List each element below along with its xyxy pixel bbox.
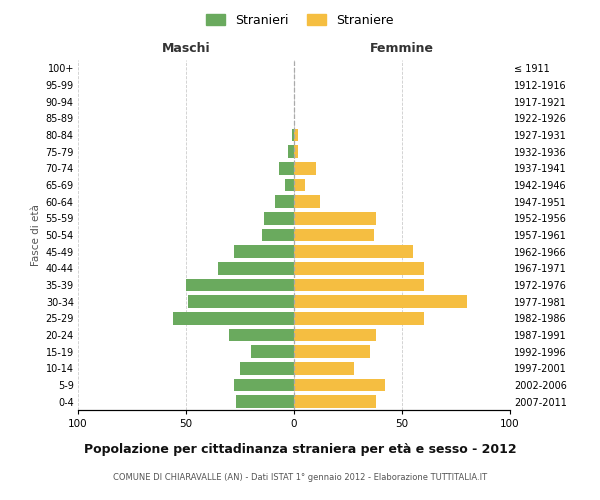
Bar: [294, 396, 376, 408]
Bar: [240, 362, 294, 374]
Bar: [294, 246, 413, 258]
Bar: [286, 179, 294, 192]
Bar: [229, 329, 294, 341]
Bar: [233, 246, 294, 258]
Bar: [279, 162, 294, 174]
Bar: [292, 129, 294, 141]
Bar: [294, 162, 316, 174]
Bar: [294, 362, 355, 374]
Text: Maschi: Maschi: [161, 42, 211, 55]
Text: Femmine: Femmine: [370, 42, 434, 55]
Bar: [262, 229, 294, 241]
Bar: [186, 279, 294, 291]
Text: COMUNE DI CHIARAVALLE (AN) - Dati ISTAT 1° gennaio 2012 - Elaborazione TUTTITALI: COMUNE DI CHIARAVALLE (AN) - Dati ISTAT …: [113, 472, 487, 482]
Bar: [294, 296, 467, 308]
Bar: [173, 312, 294, 324]
Bar: [251, 346, 294, 358]
Bar: [294, 262, 424, 274]
Legend: Stranieri, Straniere: Stranieri, Straniere: [202, 8, 398, 32]
Y-axis label: Fasce di età: Fasce di età: [31, 204, 41, 266]
Bar: [287, 146, 294, 158]
Bar: [188, 296, 294, 308]
Bar: [294, 279, 424, 291]
Bar: [294, 212, 376, 224]
Bar: [294, 379, 385, 391]
Bar: [294, 196, 320, 208]
Bar: [218, 262, 294, 274]
Bar: [294, 229, 374, 241]
Bar: [294, 179, 305, 192]
Bar: [233, 379, 294, 391]
Bar: [294, 329, 376, 341]
Bar: [236, 396, 294, 408]
Bar: [294, 346, 370, 358]
Bar: [294, 129, 298, 141]
Bar: [264, 212, 294, 224]
Bar: [294, 146, 298, 158]
Bar: [294, 312, 424, 324]
Text: Popolazione per cittadinanza straniera per età e sesso - 2012: Popolazione per cittadinanza straniera p…: [83, 442, 517, 456]
Bar: [275, 196, 294, 208]
